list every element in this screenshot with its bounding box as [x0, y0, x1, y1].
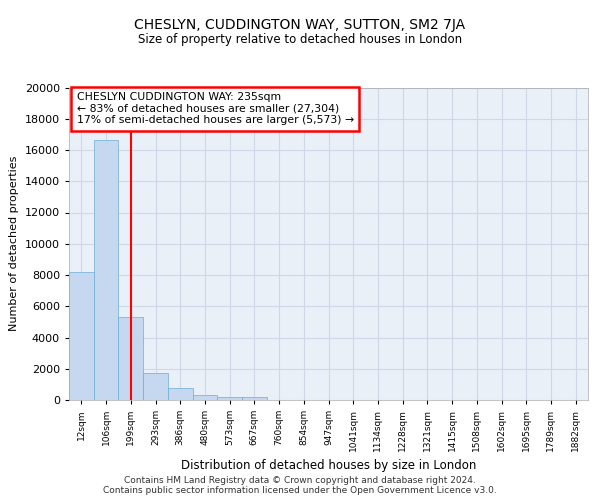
Bar	[143, 372, 168, 400]
Text: Size of property relative to detached houses in London: Size of property relative to detached ho…	[138, 32, 462, 46]
Bar	[217, 397, 242, 400]
Bar	[242, 397, 267, 400]
Text: CHESLYN CUDDINGTON WAY: 235sqm
← 83% of detached houses are smaller (27,304)
17%: CHESLYN CUDDINGTON WAY: 235sqm ← 83% of …	[77, 92, 354, 126]
Bar	[69, 272, 94, 400]
Bar	[193, 396, 217, 400]
Text: CHESLYN, CUDDINGTON WAY, SUTTON, SM2 7JA: CHESLYN, CUDDINGTON WAY, SUTTON, SM2 7JA	[134, 18, 466, 32]
Text: Contains HM Land Registry data © Crown copyright and database right 2024.: Contains HM Land Registry data © Crown c…	[124, 476, 476, 485]
Bar	[118, 317, 143, 400]
Y-axis label: Number of detached properties: Number of detached properties	[9, 156, 19, 332]
Bar	[94, 140, 118, 400]
Bar	[168, 388, 193, 400]
Text: Contains public sector information licensed under the Open Government Licence v3: Contains public sector information licen…	[103, 486, 497, 495]
X-axis label: Distribution of detached houses by size in London: Distribution of detached houses by size …	[181, 460, 476, 472]
